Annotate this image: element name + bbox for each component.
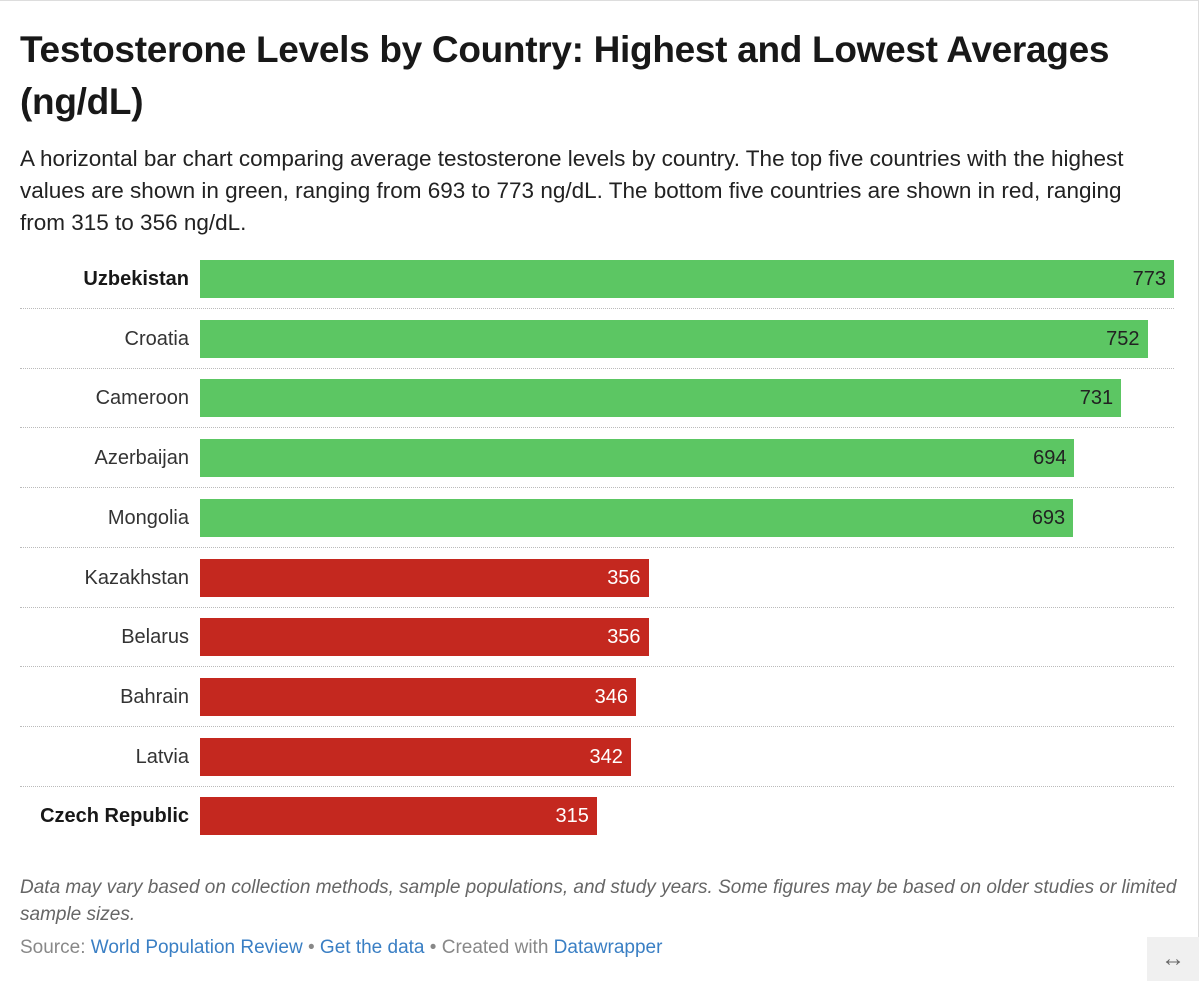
category-label: Czech Republic <box>40 805 189 828</box>
bar <box>200 737 631 776</box>
value-label: 346 <box>594 685 628 708</box>
chart-footer: Source: World Population Review • Get th… <box>20 937 662 959</box>
row-divider <box>20 367 1174 369</box>
datawrapper-link[interactable]: Datawrapper <box>553 937 663 958</box>
row-divider <box>20 546 1174 548</box>
category-label: Bahrain <box>120 685 189 708</box>
value-label: 356 <box>607 566 641 589</box>
value-label: 773 <box>1132 268 1166 290</box>
category-label: Cameroon <box>95 387 189 410</box>
row-divider <box>20 308 1174 309</box>
value-label: 731 <box>1079 387 1114 410</box>
category-label: Azerbaijan <box>94 447 189 470</box>
get-data-link[interactable]: Get the data <box>319 937 425 958</box>
bar-row: Kazakhstan 356 <box>20 549 1174 608</box>
bar-chart: Uzbekistan 773 Croatia 752 Cameroon 731 Azerba… <box>0 250 1200 850</box>
row-divider <box>20 427 1174 429</box>
row-divider <box>20 666 1174 668</box>
created-with-label: Created with <box>441 937 549 958</box>
bar-row: Belarus 356 <box>20 608 1174 668</box>
category-label: Belarus <box>121 626 189 649</box>
chart-notes: Data may vary based on collection method… <box>20 877 1177 925</box>
category-label: Uzbekistan <box>83 268 189 290</box>
chart-subtitle: A horizontal bar chart comparing average… <box>20 146 1124 235</box>
value-label: 693 <box>1031 506 1066 529</box>
value-label: 356 <box>607 626 641 649</box>
chart-title: Testosterone Levels by Country: Highest … <box>20 29 1110 122</box>
value-label: 694 <box>1033 447 1067 470</box>
bar <box>200 618 649 657</box>
category-label: Mongolia <box>107 506 189 529</box>
row-divider <box>20 725 1174 727</box>
separator: • <box>307 937 315 958</box>
bar-row: Croatia 752 <box>20 310 1174 369</box>
bar-row: Cameroon 731 <box>20 369 1174 429</box>
bar-row: Azerbaijan 694 <box>20 429 1174 489</box>
category-label: Latvia <box>135 745 189 768</box>
bar <box>200 379 1122 418</box>
separator: • <box>429 937 437 958</box>
value-label: 752 <box>1106 327 1140 350</box>
value-label: 342 <box>589 745 623 768</box>
value-label: 315 <box>555 805 589 828</box>
bar-row: Czech Republic 315 <box>20 787 1174 846</box>
source-label: Source: <box>20 937 86 958</box>
bar <box>200 558 649 597</box>
bar-row: Mongolia 693 <box>20 489 1174 548</box>
bar-row: Uzbekistan 773 <box>20 250 1174 309</box>
bar-row: Latvia 342 <box>20 728 1174 787</box>
category-label: Croatia <box>124 327 189 350</box>
resize-arrows-icon[interactable]: ↔ <box>1147 937 1199 981</box>
row-divider <box>20 606 1174 608</box>
bar <box>200 439 1075 478</box>
bar-row: Bahrain 346 <box>20 668 1174 727</box>
bar <box>200 797 597 836</box>
source-link[interactable]: World Population Review <box>90 937 303 958</box>
bar <box>200 260 1174 298</box>
bar <box>200 677 636 716</box>
bar <box>200 319 1148 358</box>
row-divider <box>20 785 1174 787</box>
category-label: Kazakhstan <box>84 566 189 589</box>
row-divider <box>20 487 1174 489</box>
bar <box>200 498 1074 537</box>
